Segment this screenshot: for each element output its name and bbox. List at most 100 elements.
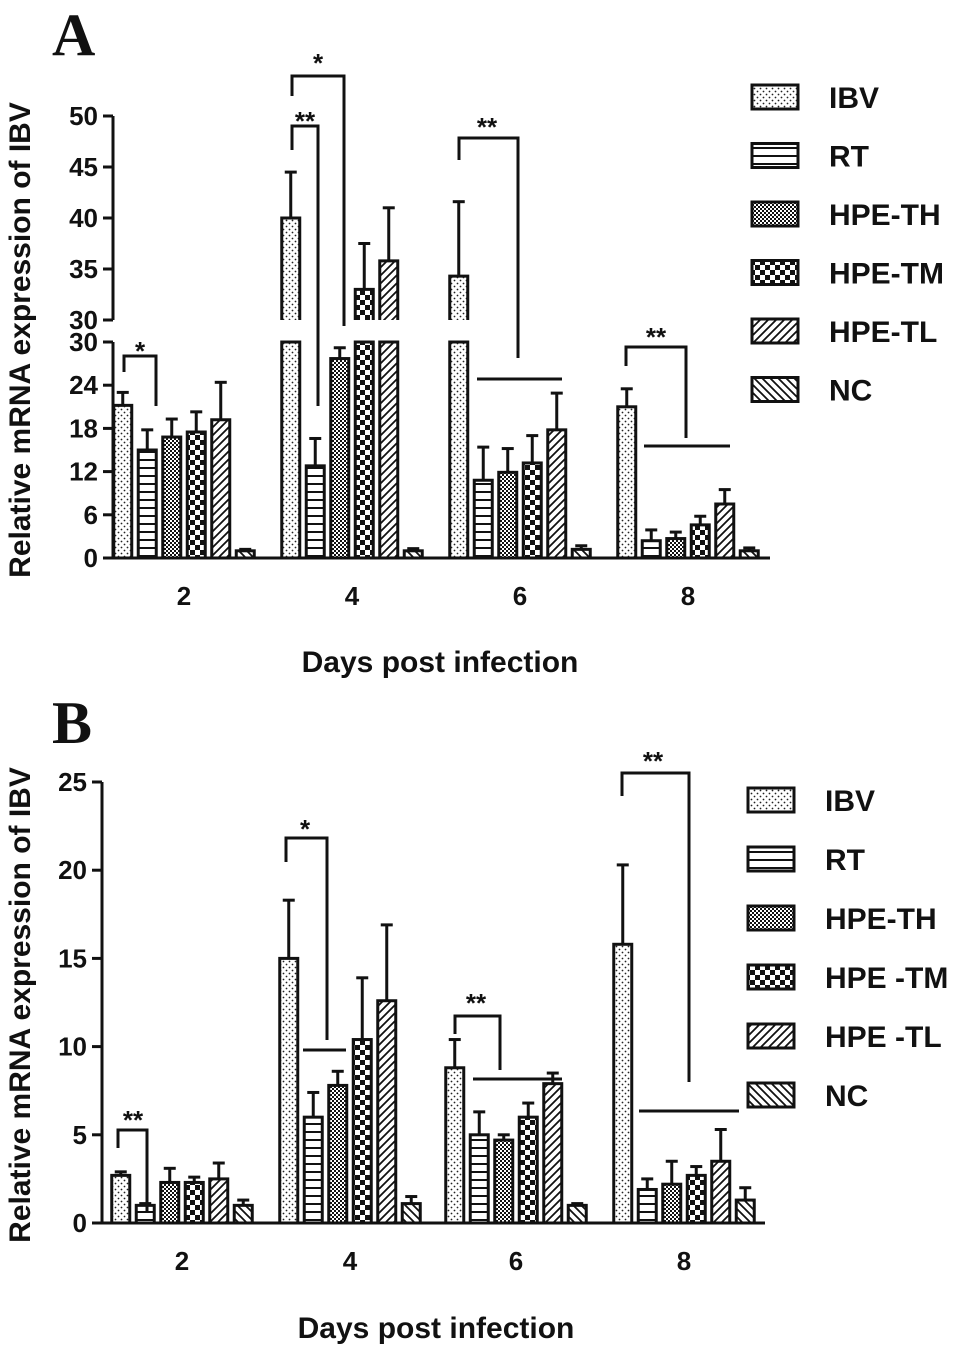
legend-item-rt: RT bbox=[746, 844, 865, 877]
bar-ibv-day8 bbox=[616, 387, 638, 560]
y-tick-label: 12 bbox=[69, 457, 98, 487]
sig-label: ** bbox=[123, 1105, 144, 1135]
legend-item-hpe-th: HPE-TH bbox=[746, 903, 937, 936]
panel-b-bars bbox=[110, 863, 756, 1225]
bar-ibv-day4 bbox=[280, 170, 302, 560]
y-tick-label: 10 bbox=[58, 1032, 87, 1062]
legend-item-ibv: IBV bbox=[746, 785, 875, 818]
sig-bracket bbox=[116, 1128, 149, 1212]
x-tick-label: 8 bbox=[681, 581, 695, 611]
legend-item-hpe-tm: HPE-TM bbox=[750, 258, 944, 291]
y-tick-label: 15 bbox=[58, 943, 87, 973]
bar-hpe-tm-day6 bbox=[521, 434, 543, 560]
bar-rt-day8 bbox=[636, 1177, 658, 1225]
legend-item-nc: NC bbox=[746, 1080, 868, 1113]
y-tick-label: 25 bbox=[58, 767, 87, 797]
bar-rt-day6 bbox=[468, 1110, 490, 1225]
y-tick-label: 45 bbox=[69, 152, 98, 182]
y-tick-label: 30 bbox=[69, 327, 98, 357]
y-tick-label: 30 bbox=[69, 305, 98, 335]
legend-swatch bbox=[750, 259, 800, 286]
bar-hpe-tl-day6 bbox=[546, 391, 568, 560]
bar-hpe-tl-day2 bbox=[208, 1161, 230, 1225]
legend-swatch bbox=[750, 142, 800, 169]
legend-label: HPE-TH bbox=[829, 199, 941, 232]
bar-hpe-tl-day8 bbox=[714, 488, 736, 560]
y-tick-label: 0 bbox=[73, 1208, 87, 1238]
legend-item-hpe-tl: HPE -TL bbox=[746, 1021, 942, 1054]
panel-b-y-axis-title: Relative mRNA expression of IBV bbox=[4, 767, 37, 1243]
y-tick-label: 18 bbox=[69, 413, 98, 443]
legend-swatch bbox=[746, 845, 796, 873]
bar-rt-day4 bbox=[304, 436, 326, 560]
bar-nc-day2 bbox=[232, 1198, 254, 1225]
bar-nc-day6 bbox=[566, 1202, 588, 1225]
sig-label: ** bbox=[646, 322, 667, 352]
panel-a-significance: * ** * ** ** bbox=[122, 48, 730, 448]
panel-a-x-axis-title: Days post infection bbox=[302, 646, 579, 679]
bar-nc-day4 bbox=[400, 1195, 422, 1225]
panel-b-x-axis-title: Days post infection bbox=[298, 1312, 575, 1345]
panel-a-x-ticks: 2 4 6 8 bbox=[177, 581, 695, 611]
bar-nc-day8 bbox=[738, 546, 760, 560]
panel-a-bars bbox=[112, 170, 760, 560]
bar-ibv-day6 bbox=[448, 200, 470, 560]
bar-ibv-day2 bbox=[110, 1170, 132, 1225]
legend-label: RT bbox=[829, 141, 869, 174]
sig-label: * bbox=[300, 814, 311, 844]
x-tick-label: 2 bbox=[175, 1246, 189, 1276]
legend-label: HPE -TL bbox=[825, 1021, 942, 1054]
y-tick-label: 50 bbox=[69, 101, 98, 131]
panel-b-significance: ** * ** ** bbox=[116, 746, 739, 1212]
bar-ibv-day4 bbox=[278, 898, 300, 1225]
bar-hpe-tl-day2 bbox=[210, 380, 232, 560]
bar-hpe-th-day6 bbox=[493, 1133, 515, 1225]
bar-hpe-tl-day4 bbox=[376, 923, 398, 1225]
legend-label: NC bbox=[825, 1080, 868, 1113]
sig-label: ** bbox=[643, 746, 664, 776]
legend-label: RT bbox=[825, 844, 865, 877]
bar-hpe-tm-day4 bbox=[353, 242, 375, 560]
bar-nc-day8 bbox=[734, 1186, 756, 1225]
sig-bracket bbox=[453, 1014, 502, 1070]
bar-hpe-th-day8 bbox=[661, 1159, 683, 1225]
sig-bracket bbox=[290, 124, 320, 406]
bar-rt-day2 bbox=[136, 428, 158, 560]
panel-b-x-ticks: 2 4 6 8 bbox=[175, 1246, 691, 1276]
panel-b-y-ticks: 0 5 10 15 20 25 bbox=[58, 767, 102, 1238]
legend-swatch bbox=[746, 1081, 796, 1109]
x-tick-label: 6 bbox=[509, 1246, 523, 1276]
bar-hpe-tm-day4 bbox=[351, 976, 373, 1225]
bar-hpe-tm-day2 bbox=[183, 1175, 205, 1225]
bar-ibv-day6 bbox=[444, 1038, 466, 1225]
panel-a: A Relative mRNA expression of IBV Days p… bbox=[4, 2, 944, 679]
sig-label: * bbox=[135, 336, 146, 366]
legend-item-ibv: IBV bbox=[750, 82, 879, 115]
legend-label: HPE -TM bbox=[825, 962, 948, 995]
sig-bracket bbox=[620, 771, 691, 1082]
bar-hpe-tl-day8 bbox=[710, 1128, 732, 1225]
bar-nc-day6 bbox=[570, 544, 592, 560]
x-tick-label: 2 bbox=[177, 581, 191, 611]
x-tick-label: 4 bbox=[343, 1246, 358, 1276]
x-tick-label: 4 bbox=[345, 581, 360, 611]
bar-hpe-th-day8 bbox=[665, 530, 687, 560]
panel-label-a: A bbox=[52, 2, 95, 68]
legend-label: HPE-TH bbox=[825, 903, 937, 936]
bar-hpe-tm-day8 bbox=[689, 514, 711, 560]
y-tick-label: 40 bbox=[69, 203, 98, 233]
sig-bracket bbox=[122, 354, 158, 406]
sig-bracket bbox=[457, 136, 520, 358]
sig-label: ** bbox=[466, 988, 487, 1018]
bar-rt-day8 bbox=[640, 528, 662, 560]
legend-swatch bbox=[746, 904, 796, 932]
panel-b-legend: IBV RT HPE-TH HPE -TM HPE -TL NC bbox=[746, 785, 948, 1113]
legend-item-nc: NC bbox=[750, 375, 872, 408]
legend-label: IBV bbox=[825, 785, 875, 818]
legend-item-rt: RT bbox=[750, 141, 869, 174]
legend-swatch bbox=[746, 963, 796, 991]
sig-label: ** bbox=[477, 112, 498, 142]
bar-hpe-th-day2 bbox=[161, 417, 183, 560]
y-tick-label: 35 bbox=[69, 254, 98, 284]
legend-item-hpe-th: HPE-TH bbox=[750, 199, 941, 232]
